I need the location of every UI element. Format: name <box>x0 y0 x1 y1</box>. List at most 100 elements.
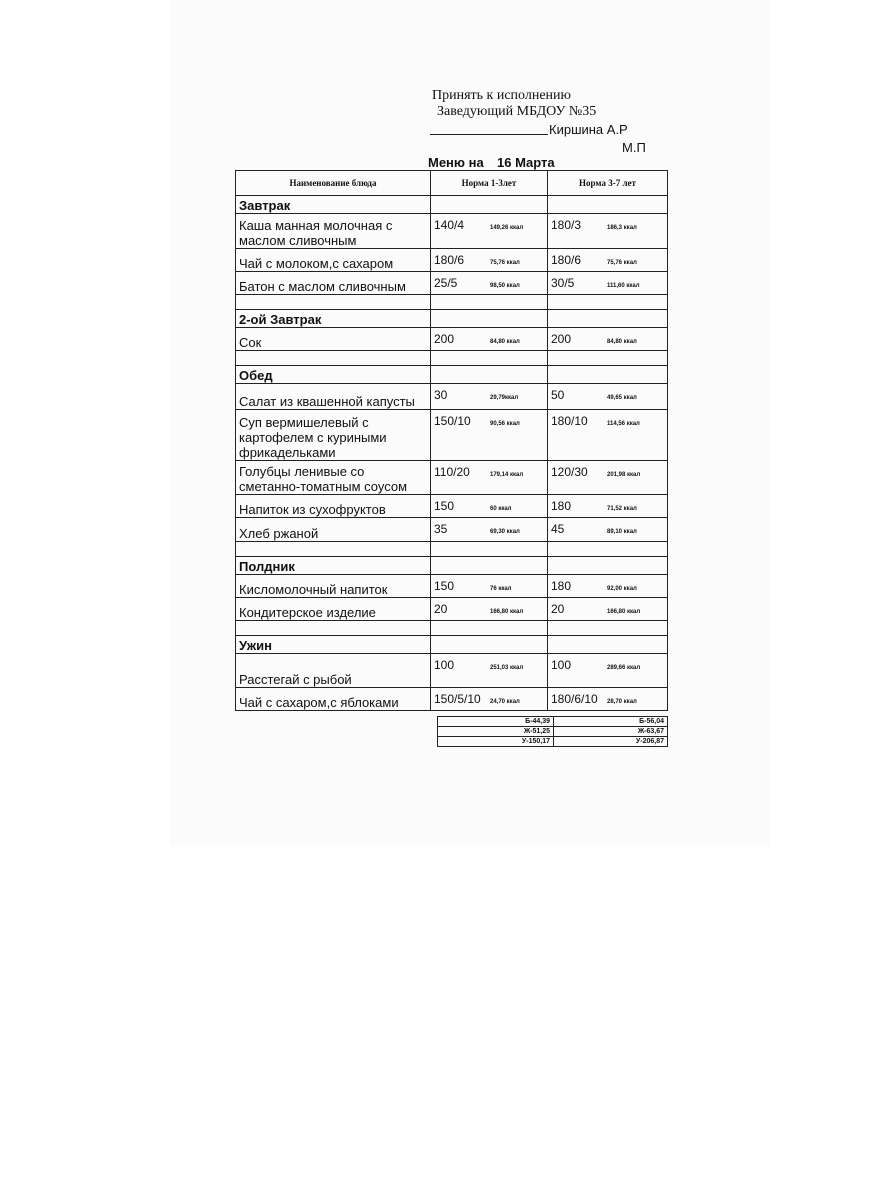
dish-name: Салат из квашенной капусты <box>235 383 431 410</box>
section-row: Обед <box>235 365 668 384</box>
blank-cell <box>430 294 548 310</box>
blank-cell <box>430 365 548 384</box>
blank-row <box>235 620 668 636</box>
portion: 200 <box>551 332 572 346</box>
dish-name: Кисломолочный напиток <box>235 574 431 598</box>
blank-cell <box>235 620 431 636</box>
blank-cell <box>430 620 548 636</box>
dish-name: Голубцы ленивые со сметанно-томатным соу… <box>235 460 431 495</box>
norm-cell: 30 29,79ккал <box>430 383 548 410</box>
blank-cell <box>235 350 431 366</box>
dish-row: Сок 200 84,80 ккал 200 84,80 ккал <box>235 327 668 351</box>
dish-row: Салат из квашенной капусты 30 29,79ккал 50 4… <box>235 383 668 410</box>
dish-row: Суп вермишелевый с картофелем с куриными… <box>235 409 668 461</box>
section-row: 2-ой Завтрак <box>235 309 668 328</box>
norm-cell: 180 92,00 ккал <box>547 574 668 598</box>
kcal: 75,76 ккал <box>607 260 637 266</box>
portion: 110/20 <box>434 465 470 479</box>
section-row: Ужин <box>235 635 668 654</box>
kcal: 71,52 ккал <box>607 506 637 512</box>
norm-cell: 180/6 75,76 ккал <box>547 248 668 272</box>
blank-cell <box>547 620 668 636</box>
total-cell: У-206,87 <box>553 736 668 747</box>
blank-cell <box>430 556 548 575</box>
norm-cell: 180 71,52 ккал <box>547 494 668 518</box>
norm-cell: 200 84,80 ккал <box>547 327 668 351</box>
portion: 180/10 <box>551 414 588 428</box>
dish-name: Кондитерское изделие <box>235 597 431 621</box>
dish-row: Голубцы ленивые со сметанно-томатным соу… <box>235 460 668 495</box>
norm-cell: 180/3 186,3 ккал <box>547 213 668 249</box>
blank-cell <box>547 365 668 384</box>
portion: 150 <box>434 579 455 593</box>
blank-cell <box>235 294 431 310</box>
dish-name: Напиток из сухофруктов <box>235 494 431 518</box>
kcal: 28,70 ккал <box>607 699 637 705</box>
dish-row: Расстегай с рыбой 100 251,03 ккал 100 289,66… <box>235 653 668 688</box>
portion: 120/30 <box>551 465 588 479</box>
portion: 140/4 <box>434 218 465 232</box>
total-cell: Б-44,39 <box>437 716 554 727</box>
norm-cell: 120/30 201,98 ккал <box>547 460 668 495</box>
kcal: 186,3 ккал <box>607 225 637 231</box>
signature-line <box>430 134 548 135</box>
dish-name: Каша манная молочная с маслом сливочным <box>235 213 431 249</box>
dish-name: Батон с маслом сливочным <box>235 271 431 295</box>
portion: 20 <box>551 602 565 616</box>
blank-cell <box>430 195 548 214</box>
kcal: 69,30 ккал <box>490 529 520 535</box>
approval-line: Принять к исполнению <box>432 88 571 103</box>
blank-cell <box>547 350 668 366</box>
norm-cell: 50 49,65 ккал <box>547 383 668 410</box>
totals-row: Б-44,39 Б-56,04 <box>437 716 668 727</box>
blank-cell <box>547 309 668 328</box>
kcal: 90,56 ккал <box>490 421 520 427</box>
section-title: Завтрак <box>235 195 431 214</box>
portion: 35 <box>434 522 448 536</box>
dish-row: Батон с маслом сливочным 25/5 98,50 ккал 30… <box>235 271 668 295</box>
norm-cell: 150/10 90,56 ккал <box>430 409 548 461</box>
kcal: 89,10 ккал <box>607 529 637 535</box>
section-row: Завтрак <box>235 195 668 214</box>
portion: 20 <box>434 602 448 616</box>
totals-row: Ж-51,25 Ж-63,67 <box>437 726 668 737</box>
norm-cell: 180/6 75,76 ккал <box>430 248 548 272</box>
norm-cell: 30/5 111,60 ккал <box>547 271 668 295</box>
kcal: 251,03 ккал <box>490 665 524 671</box>
norm-cell: 180/6/10 28,70 ккал <box>547 687 668 711</box>
dish-row: Чай с сахаром,с яблоками 150/5/10 24,70 кк… <box>235 687 668 711</box>
norm-cell: 140/4 149,26 ккал <box>430 213 548 249</box>
portion: 200 <box>434 332 455 346</box>
dish-name: Чай с молоком,с сахаром <box>235 248 431 272</box>
totals-row: У-150,17 У-206,87 <box>437 736 668 747</box>
dish-row: Напиток из сухофруктов 150 60 ккал 180 71,52… <box>235 494 668 518</box>
kcal: 289,66 ккал <box>607 665 641 671</box>
stamp-label: М.П <box>622 140 646 155</box>
column-header: Норма 3-7 лет <box>547 170 668 196</box>
norm-cell: 100 251,03 ккал <box>430 653 548 688</box>
dish-row: Хлеб ржаной 35 69,30 ккал 45 89,10 ккал <box>235 517 668 542</box>
kcal: 29,79ккал <box>490 395 519 401</box>
total-cell: Ж-51,25 <box>437 726 554 737</box>
norm-cell: 20 166,80 ккал <box>430 597 548 621</box>
blank-cell <box>547 556 668 575</box>
blank-cell <box>547 195 668 214</box>
blank-cell <box>430 309 548 328</box>
kcal: 24,70 ккал <box>490 699 520 705</box>
portion: 180/6/10 <box>551 692 598 706</box>
dish-name: Хлеб ржаной <box>235 517 431 542</box>
total-cell: У-150,17 <box>437 736 554 747</box>
blank-row <box>235 541 668 557</box>
blank-row <box>235 350 668 366</box>
approval-line: Заведующий МБДОУ №35 <box>437 104 597 119</box>
blank-row <box>235 294 668 310</box>
totals-table: Б-44,39 Б-56,04 Ж-51,25 Ж-63,67 У-150,17 У-20… <box>437 716 668 747</box>
total-cell: Б-56,04 <box>553 716 668 727</box>
kcal: 76 ккал <box>490 586 512 592</box>
portion: 150/10 <box>434 414 471 428</box>
portion: 150/5/10 <box>434 692 481 706</box>
norm-cell: 110/20 179,14 ккал <box>430 460 548 495</box>
norm-cell: 45 89,10 ккал <box>547 517 668 542</box>
kcal: 166,80 ккал <box>490 609 524 615</box>
